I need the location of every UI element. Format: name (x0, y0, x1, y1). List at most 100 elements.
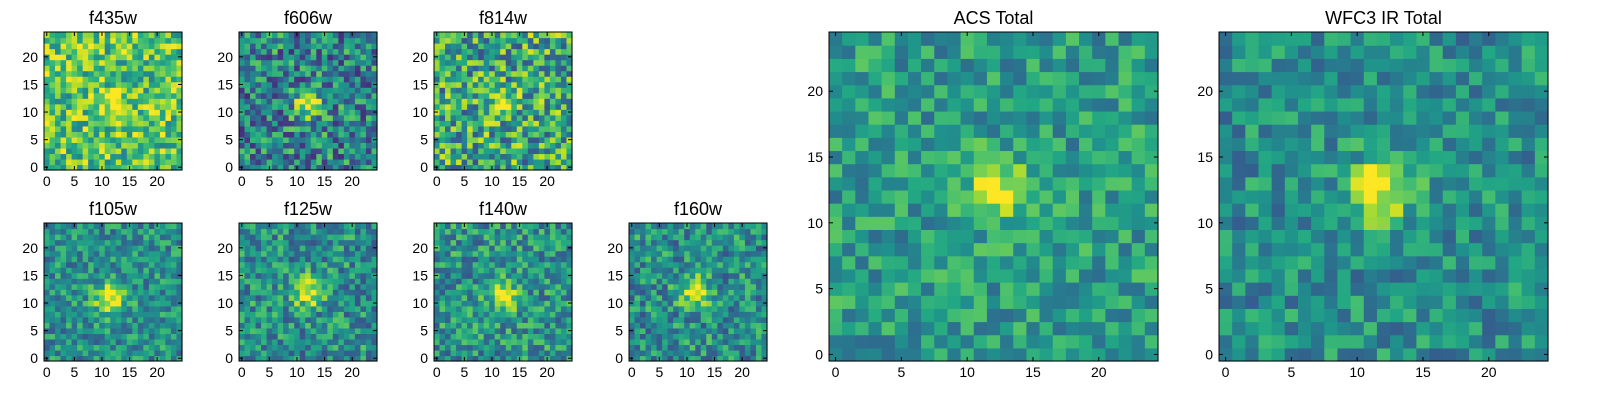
pixel-cell (71, 311, 78, 318)
pixel-cell (516, 70, 523, 77)
pixel-cell (261, 322, 268, 329)
pixel-cell (750, 311, 757, 318)
pixel-cell (640, 344, 647, 351)
pixel-cell (439, 81, 446, 88)
pixel-cell (371, 349, 378, 357)
pixel-cell (722, 239, 729, 246)
pixel-cell (717, 349, 724, 357)
pixel-cell (244, 32, 251, 39)
pixel-cell (49, 76, 56, 83)
pixel-cell (143, 48, 150, 55)
pixel-cell (986, 203, 1001, 217)
pixel-cell (645, 349, 652, 357)
pixel-cell (472, 344, 479, 351)
pixel-cell (49, 327, 56, 334)
pixel-cell (986, 295, 1001, 309)
pixel-cell (132, 164, 139, 171)
pixel-cell (711, 261, 718, 268)
pixel-cell (494, 234, 501, 241)
pixel-cell (137, 272, 144, 279)
pixel-cell (960, 321, 975, 336)
pixel-cell (66, 114, 73, 121)
pixel-cell (483, 256, 490, 263)
pixel-cell (154, 103, 161, 110)
pixel-cell (1065, 295, 1080, 309)
pixel-cell (110, 142, 117, 149)
pixel-cell (439, 131, 446, 138)
pixel-cell (55, 158, 62, 166)
pixel-cell (360, 322, 367, 329)
pixel-cell (115, 267, 122, 274)
pixel-cell (49, 142, 56, 149)
pixel-cell (689, 349, 696, 357)
pixel-cell (154, 228, 161, 235)
pixel-cell (66, 37, 73, 44)
pixel-cell (316, 311, 323, 318)
pixel-cell (684, 245, 691, 252)
pixel-cell (555, 300, 562, 307)
pixel-cell (527, 256, 534, 263)
pixel-cell (549, 120, 557, 127)
pixel-cell (522, 322, 529, 329)
pixel-cell (126, 76, 133, 83)
pixel-cell (505, 300, 512, 307)
pixel-cell (645, 283, 652, 290)
pixel-cell (549, 131, 557, 138)
pixel-cell (761, 322, 768, 329)
pixel-cell (115, 48, 122, 55)
pixel-cell (272, 327, 279, 334)
pixel-cell (634, 228, 641, 235)
pixel-cell (327, 131, 334, 138)
pixel-cell (560, 164, 568, 171)
pixel-cell (294, 300, 301, 307)
pixel-cell (371, 261, 378, 268)
pixel-cell (739, 316, 746, 323)
pixel-cell (349, 234, 356, 241)
pixel-cell (560, 153, 568, 160)
pixel-cell (148, 114, 155, 121)
pixel-cell (310, 54, 317, 61)
pixel-cell (829, 255, 843, 270)
pixel-cell (678, 311, 685, 318)
axes-frame (433, 222, 573, 362)
pixel-cell (544, 322, 551, 329)
pixel-cell (77, 153, 84, 160)
pixel-cell (1144, 242, 1159, 257)
pixel-cell (266, 147, 273, 155)
pixel-cell (516, 158, 523, 166)
pixel-cell (294, 338, 301, 346)
pixel-cell (310, 136, 317, 143)
pixel-cell (667, 250, 674, 257)
pixel-cell (321, 65, 328, 72)
pixel-cell (288, 98, 295, 105)
pixel-cell (321, 327, 328, 334)
pixel-cell (283, 283, 290, 290)
pixel-cell (354, 120, 362, 127)
pixel-cell (176, 70, 183, 77)
pixel-cell (711, 316, 718, 323)
pixel-cell (489, 289, 496, 296)
pixel-cell (456, 228, 463, 235)
pixel-cell (365, 267, 373, 274)
pixel-cell (343, 120, 350, 127)
pixel-cell (445, 294, 452, 301)
pixel-cell (445, 59, 452, 66)
pixel-cell (651, 239, 658, 246)
pixel-cell (349, 37, 356, 44)
pixel-cell (1039, 321, 1054, 336)
pixel-cell (99, 131, 106, 138)
pixel-cell (360, 158, 367, 166)
pixel-cell (310, 48, 317, 55)
pixel-cell (272, 109, 279, 116)
pixel-cell (99, 322, 106, 329)
pixel-cell (88, 164, 95, 171)
pixel-cell (555, 76, 562, 83)
pixel-cell (483, 37, 490, 44)
pixel-cell (651, 223, 658, 230)
pixel-cell (360, 278, 367, 285)
pixel-cell (560, 70, 568, 77)
pixel-cell (505, 125, 512, 132)
pixel-cell (165, 103, 172, 110)
pixel-cell (461, 98, 468, 105)
pixel-cell (310, 344, 317, 351)
